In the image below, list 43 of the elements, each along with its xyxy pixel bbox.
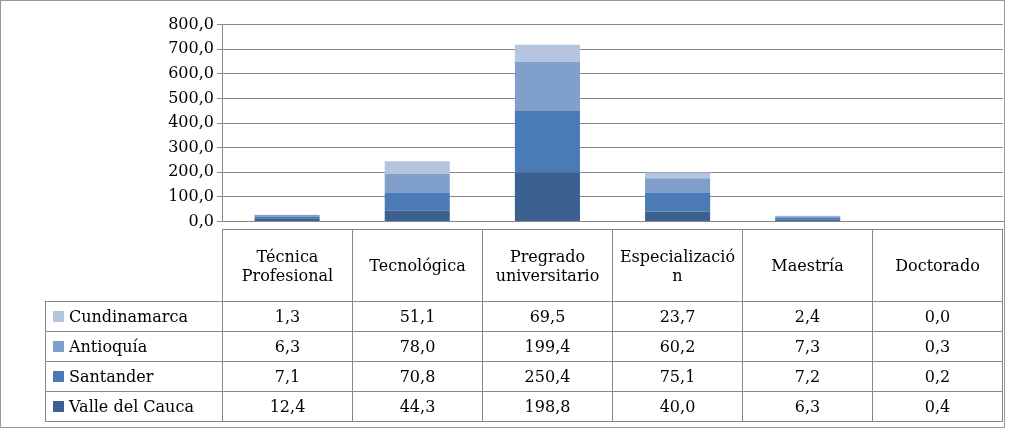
data-label: 0,0: [872, 301, 1003, 332]
y-tick-label: 600,0: [168, 62, 214, 82]
data-label: 1,3: [222, 301, 353, 332]
data-label: 75,1: [612, 361, 743, 392]
data-label: 2,4: [742, 301, 873, 332]
legend-label: Antioquía: [45, 331, 223, 362]
x-tick-label: Doctorado: [872, 229, 1003, 302]
data-label: 78,0: [352, 331, 483, 362]
data-label: 40,0: [612, 391, 743, 422]
legend-label: Cundinamarca: [45, 301, 223, 332]
y-tick-label: 0,0: [188, 210, 214, 230]
y-tick-label: 800,0: [168, 13, 214, 33]
data-label: 70,8: [352, 361, 483, 392]
data-label: 0,4: [872, 391, 1003, 422]
data-label: 199,4: [482, 331, 613, 362]
data-label: 44,3: [352, 391, 483, 422]
legend-label: Valle del Cauca: [45, 391, 223, 422]
x-tick-label: Maestría: [742, 229, 873, 302]
x-tick-label: Pregrado universitario: [482, 229, 613, 302]
x-tick-label: Técnica Profesional: [222, 229, 353, 302]
y-tick-label: 200,0: [168, 161, 214, 181]
data-label: 6,3: [222, 331, 353, 362]
y-tick-label: 300,0: [168, 136, 214, 156]
data-label: 23,7: [612, 301, 743, 332]
data-label: 7,3: [742, 331, 873, 362]
data-label: 0,3: [872, 331, 1003, 362]
y-tick-label: 400,0: [168, 112, 214, 132]
data-label: 7,1: [222, 361, 353, 392]
data-label: 198,8: [482, 391, 613, 422]
y-tick-label: 100,0: [168, 185, 214, 205]
data-label: 12,4: [222, 391, 353, 422]
data-label: 69,5: [482, 301, 613, 332]
data-label: 6,3: [742, 391, 873, 422]
data-label: 51,1: [352, 301, 483, 332]
x-tick-label: Tecnológica: [352, 229, 483, 302]
data-label: 0,2: [872, 361, 1003, 392]
legend-label: Santander: [45, 361, 223, 392]
data-label: 250,4: [482, 361, 613, 392]
data-label: 60,2: [612, 331, 743, 362]
y-tick-label: 500,0: [168, 87, 214, 107]
y-tick-label: 700,0: [168, 38, 214, 58]
data-label: 7,2: [742, 361, 873, 392]
x-tick-label: Especialización: [612, 229, 743, 302]
